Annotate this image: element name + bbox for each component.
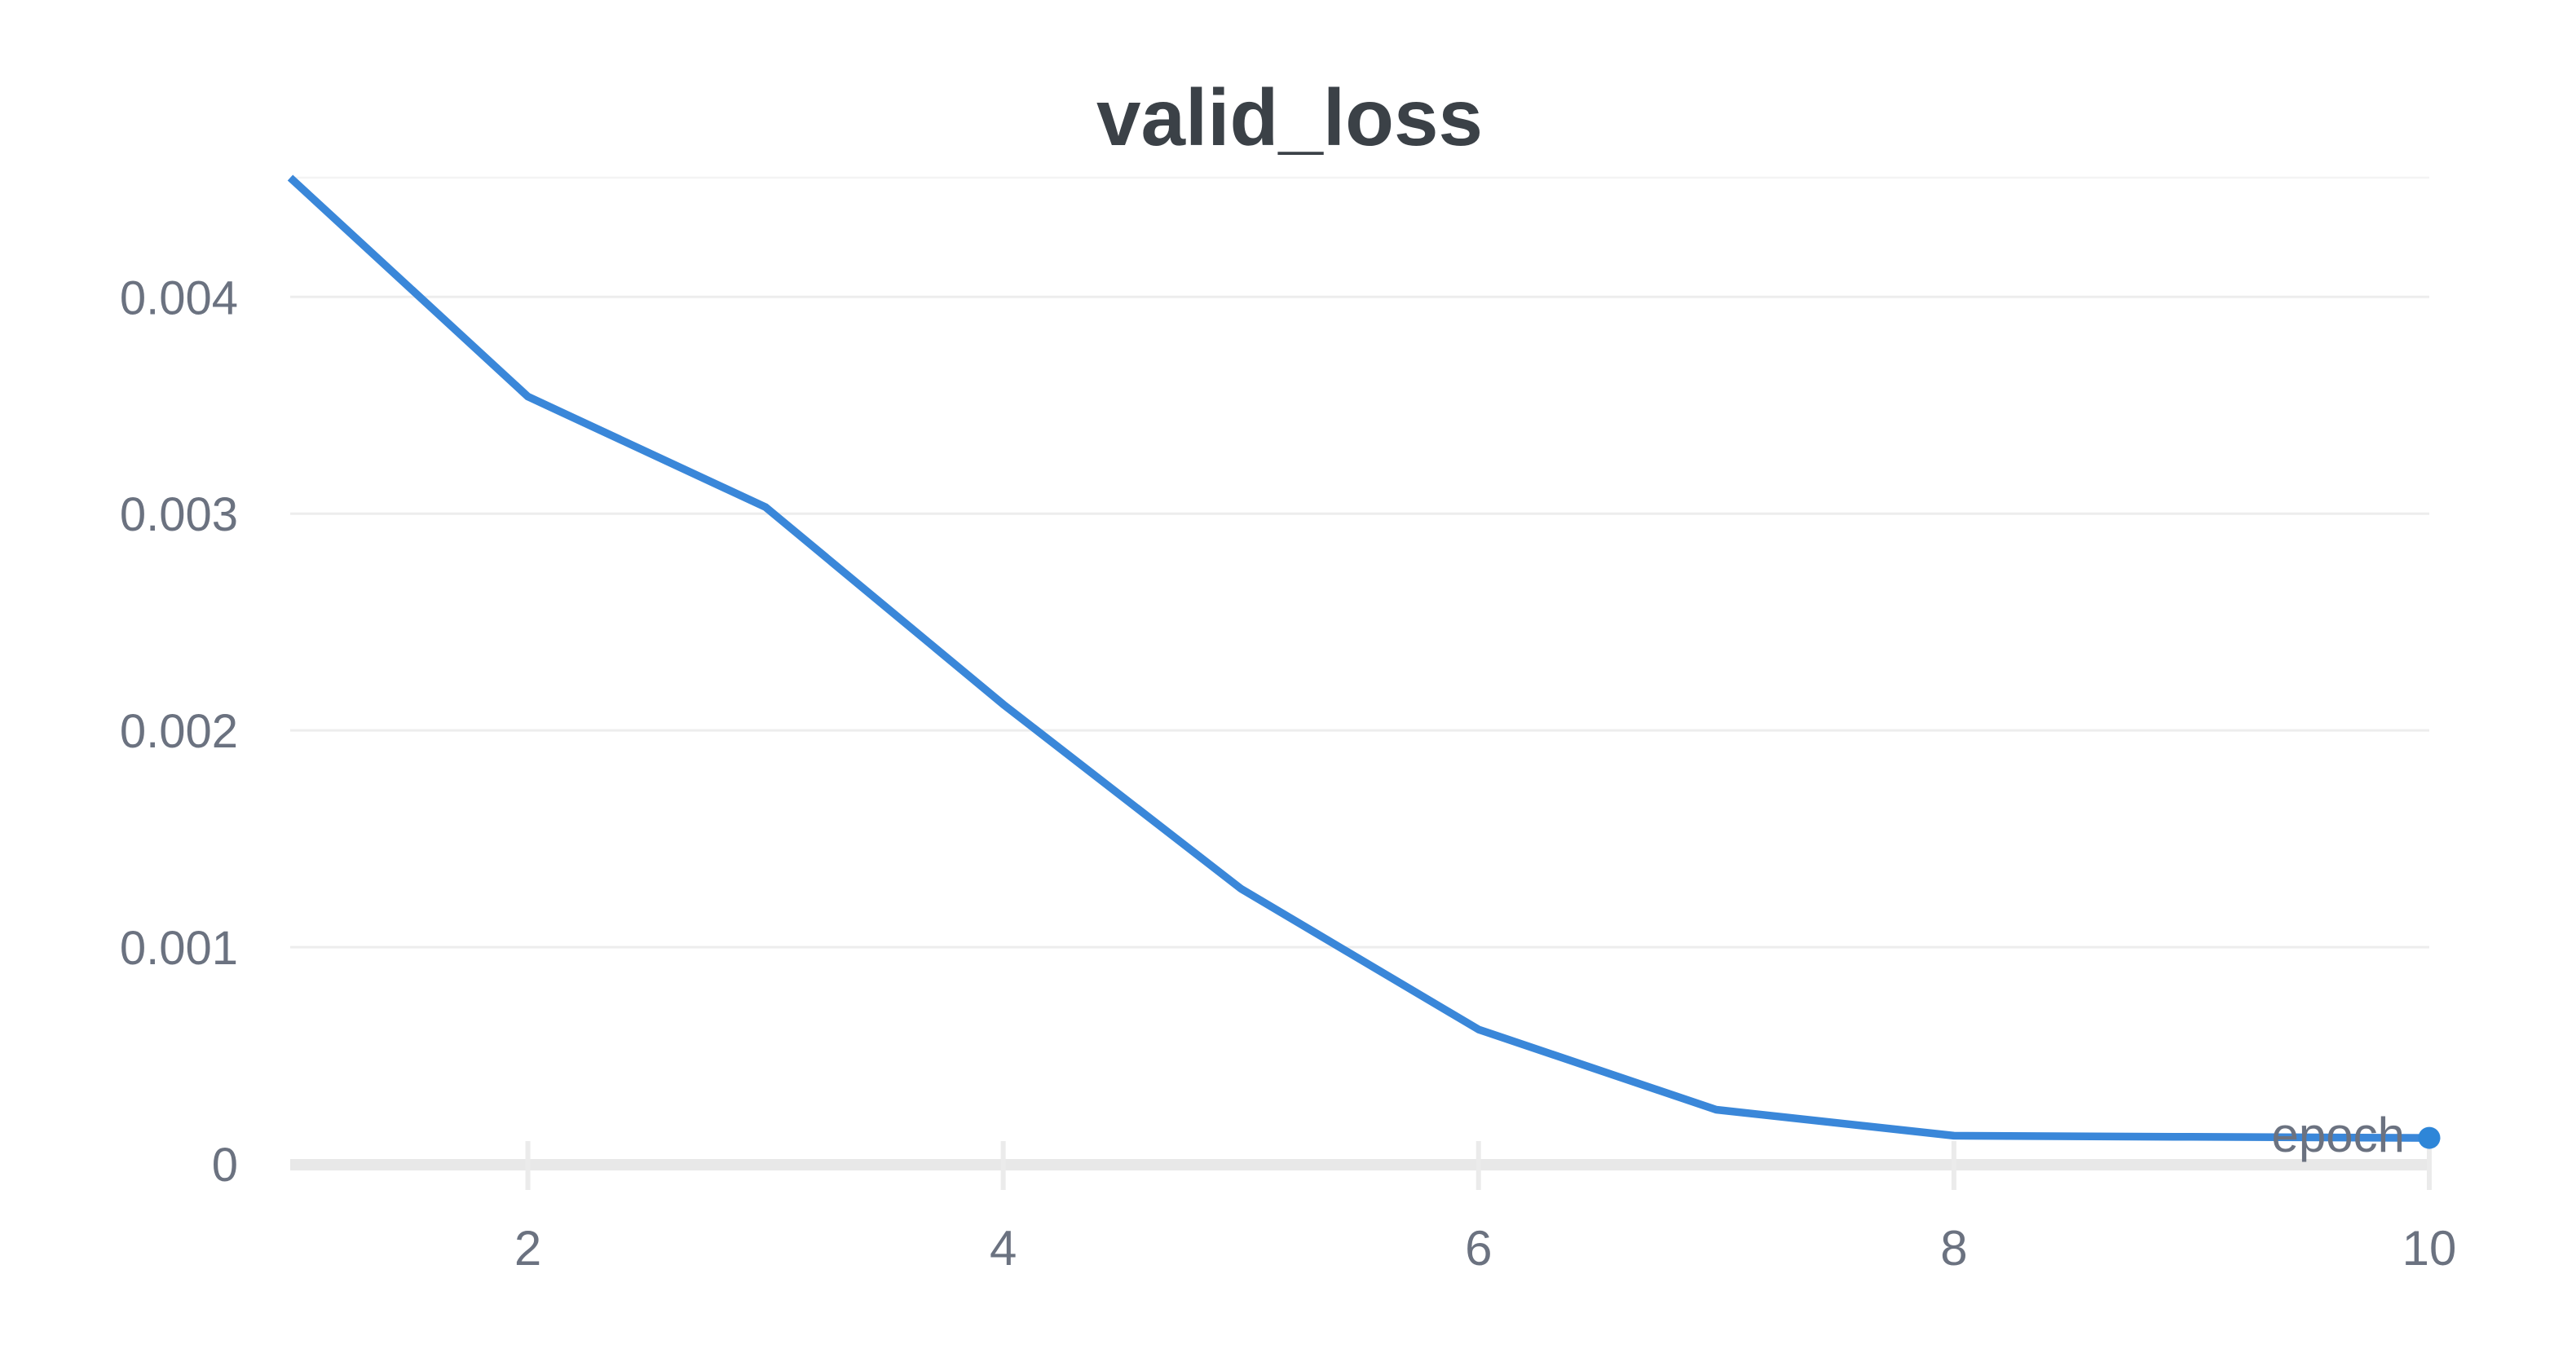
tick-labels-layer: 0 0.001 0.002 0.003 0.004 2 4 6 8 10 (120, 271, 2457, 1276)
series-layer (287, 174, 2441, 1149)
x-tick-label: 2 (514, 1221, 541, 1276)
x-tick-label: 6 (1465, 1221, 1492, 1276)
chart-title: valid_loss (1096, 73, 1483, 162)
y-tick-label: 0.004 (120, 271, 238, 324)
valid-loss-line (287, 174, 2430, 1142)
x-tick-label: 4 (990, 1221, 1017, 1276)
y-tick-label: 0.002 (120, 705, 238, 758)
y-tick-label: 0 (212, 1139, 238, 1192)
gridlines-layer (290, 176, 2429, 949)
end-point-marker (2418, 1126, 2441, 1149)
x-axis-band (290, 1159, 2429, 1170)
y-tick-label: 0.003 (120, 488, 238, 541)
x-axis-layer (290, 1141, 2432, 1190)
y-tick-label: 0.001 (120, 922, 238, 975)
x-tick-label: 8 (1940, 1221, 1967, 1276)
x-axis-label: epoch (2272, 1108, 2405, 1162)
x-tick-label: 10 (2402, 1221, 2457, 1276)
